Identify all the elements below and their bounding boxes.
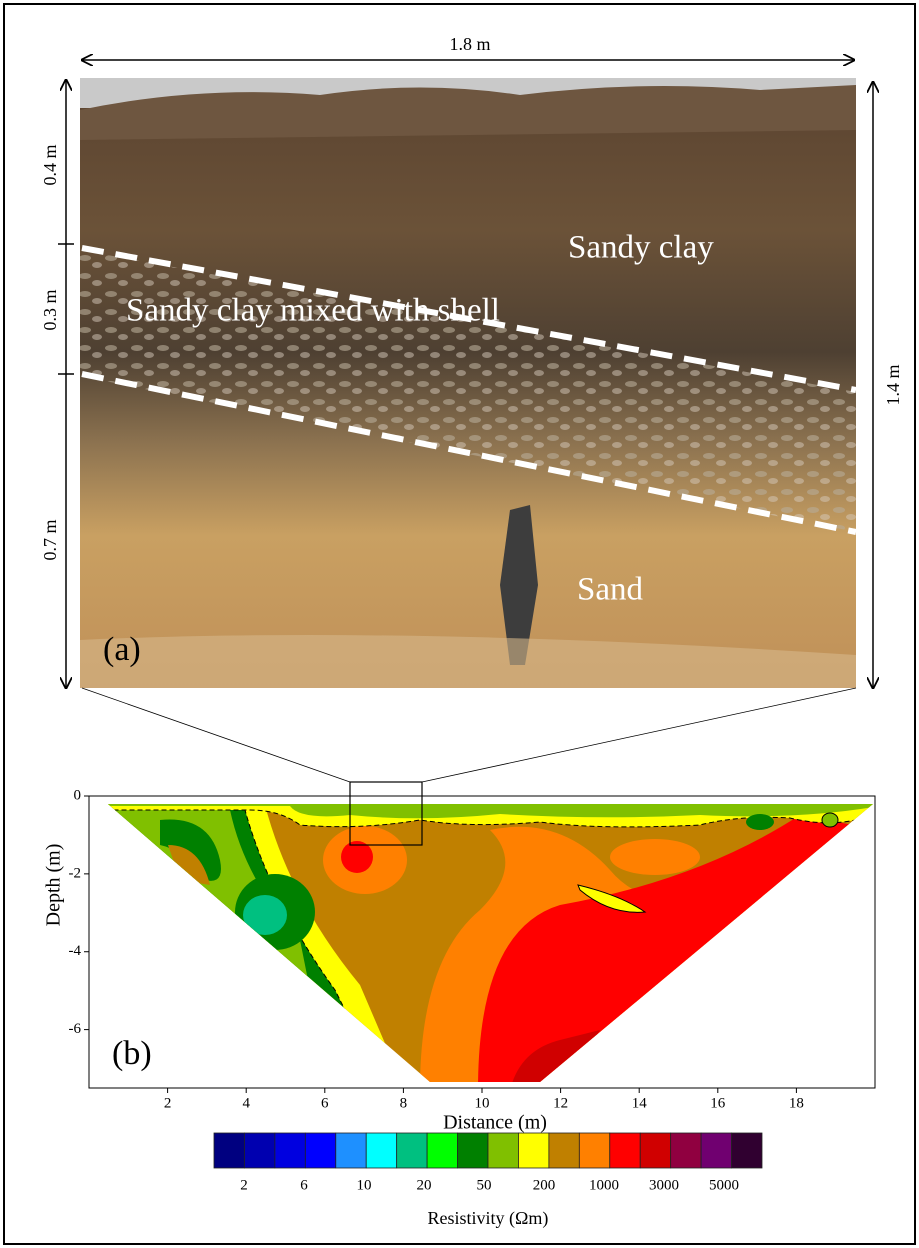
colorbar-cell xyxy=(610,1133,640,1168)
dimension-label: 0.4 m xyxy=(40,144,60,185)
dimension-label: 0.3 m xyxy=(40,289,60,330)
colorbar-title: Resistivity (Ωm) xyxy=(428,1208,549,1229)
colorbar-cell xyxy=(488,1133,518,1168)
y-tick-label: -6 xyxy=(69,1021,82,1037)
panel-label: (b) xyxy=(112,1035,152,1072)
colorbar-cell xyxy=(671,1133,701,1168)
dimension-label: 1.4 m xyxy=(883,364,903,405)
unit-label: Sand xyxy=(577,572,644,608)
colorbar-cell xyxy=(518,1133,548,1168)
figure: Sandy clay Sandy clay mixed with shell S… xyxy=(0,0,919,1248)
x-tick-label: 6 xyxy=(321,1095,329,1111)
x-tick-label: 18 xyxy=(789,1095,804,1111)
colorbar-cell xyxy=(275,1133,305,1168)
colorbar-cell xyxy=(458,1133,488,1168)
panel-label: (a) xyxy=(103,631,141,668)
x-tick-label: 12 xyxy=(553,1095,568,1111)
y-axis-label: Depth (m) xyxy=(43,844,65,927)
colorbar-label: 50 xyxy=(477,1177,492,1193)
colorbar-cell xyxy=(244,1133,274,1168)
colorbar-label: 3000 xyxy=(649,1177,679,1193)
x-tick-label: 14 xyxy=(632,1095,648,1111)
colorbar-cell xyxy=(579,1133,609,1168)
colorbar-cell xyxy=(549,1133,579,1168)
colorbar-cell xyxy=(732,1133,762,1168)
dimension-label: 0.7 m xyxy=(40,519,60,560)
unit-label: Sandy clay mixed with shell xyxy=(126,293,500,329)
colorbar-cell xyxy=(640,1133,670,1168)
colorbar-label: 200 xyxy=(533,1177,556,1193)
x-tick-label: 10 xyxy=(475,1095,490,1111)
colorbar-label: 2 xyxy=(240,1177,248,1193)
y-tick-label: -4 xyxy=(69,943,82,959)
colorbar-cell xyxy=(366,1133,396,1168)
x-tick-label: 4 xyxy=(242,1095,250,1111)
colorbar-label: 6 xyxy=(300,1177,308,1193)
colorbar-cell xyxy=(397,1133,427,1168)
y-tick-label: -2 xyxy=(69,865,82,881)
colorbar-cell xyxy=(427,1133,457,1168)
colorbar-cell xyxy=(305,1133,335,1168)
unit-label: Sandy clay xyxy=(568,230,714,266)
colorbar-cell xyxy=(214,1133,244,1168)
x-tick-label: 2 xyxy=(164,1095,172,1111)
x-axis-label: Distance (m) xyxy=(443,1112,547,1134)
resistivity-section xyxy=(100,800,880,1090)
colorbar-label: 1000 xyxy=(589,1177,619,1193)
colorbar-cell xyxy=(701,1133,731,1168)
colorbar-label: 20 xyxy=(417,1177,432,1193)
colorbar-label: 5000 xyxy=(709,1177,739,1193)
photo xyxy=(80,78,856,688)
x-tick-label: 8 xyxy=(400,1095,408,1111)
y-tick-label: 0 xyxy=(74,787,82,803)
colorbar-cell xyxy=(336,1133,366,1168)
x-tick-label: 16 xyxy=(710,1095,726,1111)
dimension-label: 1.8 m xyxy=(449,34,490,54)
colorbar-label: 10 xyxy=(357,1177,372,1193)
